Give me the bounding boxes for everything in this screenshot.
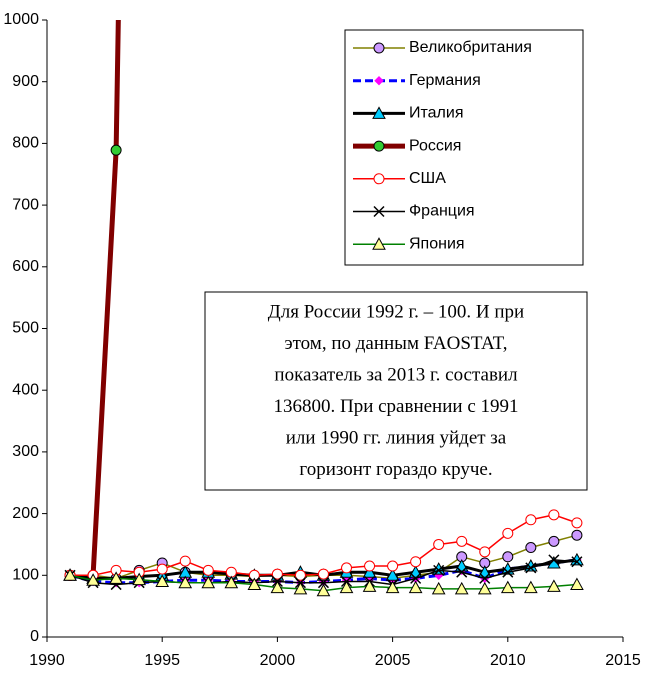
marker	[317, 577, 330, 589]
marker	[431, 581, 446, 595]
legend-label: Россия	[409, 137, 461, 154]
marker	[387, 560, 399, 572]
marker	[341, 562, 353, 574]
marker	[571, 556, 583, 568]
y-tick-label: 1000	[3, 11, 39, 28]
marker	[224, 575, 239, 589]
marker	[373, 173, 385, 185]
plot-area	[63, 20, 584, 597]
marker	[479, 572, 491, 584]
x-tick-label: 1990	[29, 652, 65, 669]
marker	[293, 581, 308, 595]
marker	[86, 573, 100, 586]
annotation-line: горизонт гораздо круче.	[299, 459, 492, 480]
annotation-line: Для России 1992 г. – 100. И при	[268, 301, 524, 322]
marker	[247, 577, 262, 591]
marker	[548, 509, 560, 521]
y-tick-label: 200	[12, 505, 39, 522]
marker	[373, 42, 385, 54]
marker	[454, 581, 469, 595]
marker	[385, 568, 400, 581]
marker	[316, 583, 331, 597]
legend-label: Италия	[409, 105, 463, 122]
annotation-line: 136800. При сравнении с 1991	[273, 396, 518, 417]
marker	[339, 580, 354, 594]
y-tick-label: 500	[12, 320, 39, 337]
marker	[373, 140, 385, 152]
y-tick-label: 100	[12, 567, 39, 584]
y-tick-label: 300	[12, 443, 39, 460]
marker	[156, 563, 168, 575]
legend-label: Германия	[409, 72, 481, 89]
legend-label: Япония	[409, 235, 465, 252]
marker	[548, 535, 560, 547]
x-tick-label: 2000	[260, 652, 296, 669]
series-line	[70, 514, 578, 577]
marker	[364, 560, 376, 572]
marker	[410, 572, 422, 584]
marker	[178, 575, 193, 589]
marker	[479, 546, 491, 558]
marker	[179, 555, 191, 567]
marker	[502, 566, 514, 578]
marker	[525, 514, 537, 526]
x-tick-label: 2015	[605, 652, 641, 669]
annotation-line: или 1990 гг. линия уйдет за	[286, 427, 507, 448]
marker	[362, 565, 377, 578]
annotation-line: этом, по данным FAOSTAT,	[284, 333, 507, 354]
marker	[109, 571, 123, 584]
marker	[456, 566, 468, 578]
marker	[110, 144, 122, 156]
legend-label: Великобритания	[409, 39, 532, 56]
marker	[571, 517, 583, 529]
marker	[477, 581, 492, 595]
marker	[433, 538, 445, 550]
marker	[202, 564, 214, 576]
marker	[63, 568, 77, 581]
marker	[372, 237, 386, 250]
marker	[525, 542, 537, 554]
marker	[362, 579, 377, 592]
marker	[372, 106, 386, 119]
marker	[385, 580, 400, 594]
marker	[547, 579, 561, 592]
marker	[155, 574, 170, 587]
y-tick-label: 700	[12, 196, 39, 213]
x-tick-label: 1995	[144, 652, 180, 669]
marker	[502, 527, 514, 539]
legend-label: США	[409, 170, 446, 187]
series-line	[90, 20, 121, 576]
marker	[523, 580, 538, 594]
x-tick-label: 2010	[490, 652, 526, 669]
y-tick-label: 800	[12, 135, 39, 152]
marker	[271, 568, 283, 580]
marker	[548, 554, 560, 566]
marker	[525, 562, 537, 574]
marker	[456, 535, 468, 547]
marker	[570, 577, 584, 591]
annotation-box	[204, 291, 588, 491]
legend-label: Франция	[409, 203, 475, 220]
marker	[201, 575, 216, 589]
marker	[132, 572, 147, 586]
marker	[571, 529, 583, 541]
marker	[374, 75, 384, 86]
y-tick-label: 600	[12, 258, 39, 275]
marker	[433, 564, 445, 576]
y-tick-label: 900	[12, 73, 39, 90]
x-tick-label: 2005	[375, 652, 411, 669]
y-tick-label: 400	[12, 381, 39, 398]
marker	[408, 580, 423, 594]
marker	[373, 205, 385, 218]
annotation-line: показатель за 2013 г. составил	[274, 364, 518, 385]
marker	[502, 551, 514, 563]
marker	[410, 556, 422, 568]
y-tick-label: 0	[30, 628, 39, 645]
marker	[500, 580, 515, 594]
marker	[317, 568, 329, 580]
marker	[294, 569, 306, 581]
marker	[270, 580, 285, 594]
